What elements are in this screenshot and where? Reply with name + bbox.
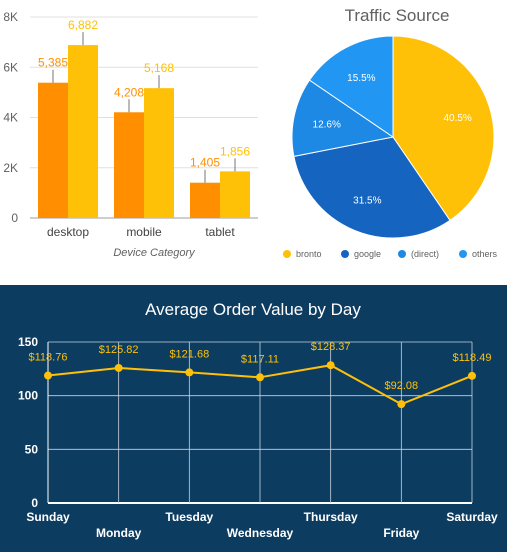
pie-slice-others[interactable] — [308, 35, 394, 138]
bar-y-tick-label: 4K — [3, 111, 18, 125]
average-order-value-line-chart: Average Order Value by Day 0 50 100 150 $118.… — [0, 285, 507, 552]
bar-x-axis-title: Device Category — [113, 247, 196, 259]
line-chart-title: Average Order Value by Day — [145, 300, 361, 319]
legend-entry: bronto — [296, 249, 322, 259]
pie-title: Traffic Source — [345, 6, 450, 25]
line-x-tick-label: Thursday — [304, 510, 358, 524]
bar-value-label: 6,882 — [68, 18, 98, 32]
line-y-tick-label: 150 — [18, 335, 38, 349]
bar-tablet-0[interactable] — [190, 182, 220, 218]
bar-desktop-1[interactable] — [68, 45, 98, 218]
line-x-tick-label: Saturday — [446, 510, 498, 524]
bar-y-tick-label: 0 — [11, 211, 18, 225]
traffic-source-pie-chart: Traffic Source 40.5% 31.5% 12.6% 15.5% bronto… — [283, 6, 498, 259]
legend-marker — [341, 250, 349, 258]
line-point[interactable] — [468, 371, 476, 380]
legend-entry: google — [354, 249, 381, 259]
line-value-label: $121.68 — [169, 348, 209, 360]
line-x-tick-label: Wednesday — [227, 526, 294, 540]
bar-value-label: 1,405 — [190, 156, 220, 170]
line-value-label: $118.76 — [29, 352, 68, 364]
line-x-tick-label: Monday — [96, 526, 142, 540]
pie-slice-label: 12.6% — [313, 119, 341, 130]
line-point[interactable] — [185, 368, 194, 377]
line-point[interactable] — [114, 363, 123, 372]
bar-value-label: 4,208 — [114, 85, 144, 99]
bar-value-label: 5,385 — [38, 56, 68, 70]
bar-y-tick-label: 6K — [3, 60, 18, 74]
line-y-tick-label: 50 — [25, 442, 39, 456]
legend-entry: (direct) — [411, 249, 439, 259]
bar-y-tick-label: 2K — [3, 161, 18, 175]
line-value-label: $128.37 — [311, 341, 351, 353]
line-point[interactable] — [326, 361, 335, 370]
pie-slice-direct[interactable] — [291, 79, 395, 157]
pie-slice-label: 40.5% — [443, 113, 471, 124]
bar-category-label: tablet — [205, 225, 235, 239]
line-x-tick-label: Friday — [383, 526, 419, 540]
line-value-label: $92.08 — [385, 380, 419, 392]
bar-desktop-0[interactable] — [38, 82, 68, 218]
line-chart-background — [0, 285, 507, 552]
bar-mobile-0[interactable] — [114, 112, 144, 218]
line-x-tick-label: Sunday — [26, 510, 70, 524]
line-point[interactable] — [44, 371, 52, 380]
legend-marker — [459, 250, 467, 258]
pie-slice-google[interactable] — [293, 136, 451, 239]
bar-y-tick-label: 8K — [3, 10, 18, 24]
bar-category-label: desktop — [47, 225, 89, 239]
line-point[interactable] — [256, 373, 264, 382]
line-y-tick-label: 100 — [18, 389, 38, 403]
legend-marker — [283, 250, 291, 258]
bar-value-label: 5,168 — [144, 61, 174, 75]
pie-slice-label: 31.5% — [353, 196, 381, 207]
line-value-label: $118.49 — [453, 352, 492, 364]
line-value-label: $117.11 — [241, 353, 279, 365]
line-value-label: $125.82 — [99, 344, 139, 356]
legend-marker — [398, 250, 406, 258]
line-x-tick-label: Tuesday — [165, 510, 213, 524]
pie-slice-bronto[interactable] — [392, 35, 495, 222]
line-point[interactable] — [397, 400, 406, 409]
bar-value-label: 1,856 — [220, 144, 250, 158]
bar-mobile-1[interactable] — [144, 88, 174, 219]
bar-tablet-1[interactable] — [220, 171, 250, 218]
legend-entry: others — [472, 249, 498, 259]
bar-category-label: mobile — [126, 225, 162, 239]
pie-slice-label: 15.5% — [347, 73, 375, 84]
line-y-tick-label: 0 — [31, 496, 38, 510]
